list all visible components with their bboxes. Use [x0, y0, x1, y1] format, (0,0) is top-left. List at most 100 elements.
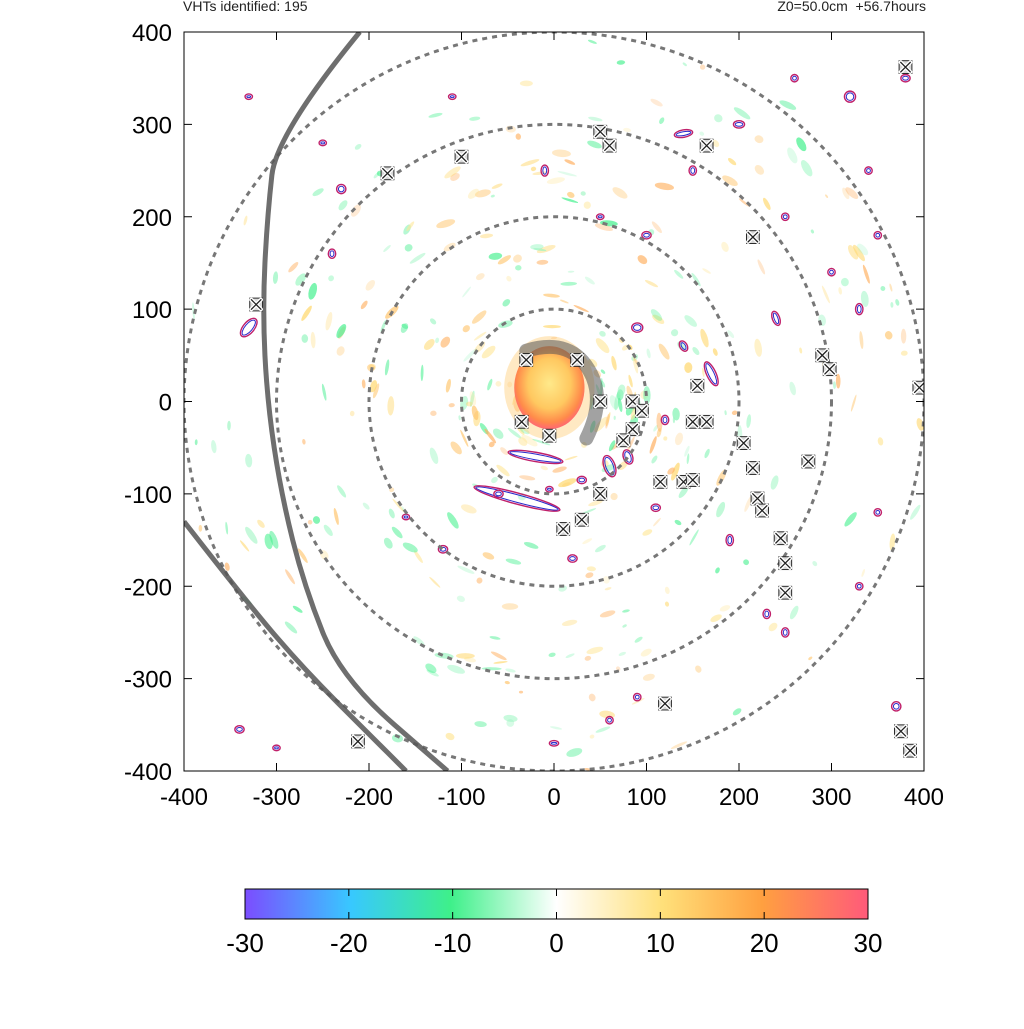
field-blob [754, 135, 764, 144]
contour-negative [675, 130, 692, 137]
contour-negative [241, 319, 256, 336]
field-blob [490, 651, 507, 661]
vht-marker [592, 485, 609, 502]
field-blob [861, 569, 865, 577]
field-blob [682, 62, 687, 67]
field-blob [689, 529, 699, 546]
field-blob [671, 329, 679, 337]
field-blob [796, 137, 807, 152]
colorbar-tick-label: -30 [226, 928, 264, 958]
contour-negative [764, 610, 770, 618]
field-blob [656, 428, 662, 438]
field-blob [490, 194, 495, 198]
field-blob [585, 572, 594, 579]
field-blob [586, 646, 604, 655]
colorbar-tick-label: -10 [434, 928, 472, 958]
contour-negative [782, 629, 788, 636]
contour-positive [688, 165, 698, 176]
y-tick-label: 0 [159, 390, 172, 417]
field-blob [699, 131, 705, 136]
field-blob [470, 390, 475, 407]
vht-marker [592, 123, 609, 140]
field-blob [308, 282, 318, 300]
contour-negative [604, 456, 615, 476]
field-blob [505, 558, 522, 565]
field-blob [684, 315, 697, 327]
field-blob [493, 661, 508, 664]
field-blob [889, 533, 896, 551]
contour-positive [401, 513, 411, 521]
field-blob [721, 241, 729, 252]
field-blob [642, 529, 653, 536]
field-blob [617, 384, 626, 396]
field-blob [559, 299, 569, 304]
field-blob [365, 279, 376, 291]
field-blob [686, 453, 690, 465]
field-blob [695, 665, 702, 673]
contour-negative [680, 342, 687, 350]
field-blob [650, 98, 663, 107]
contour-negative [624, 451, 632, 463]
field-blob [521, 434, 538, 447]
vht-marker [892, 723, 909, 740]
field-blob [543, 293, 560, 298]
contour-negative [509, 451, 562, 463]
field-blob [595, 726, 611, 733]
x-tick-label: 300 [811, 784, 851, 811]
field-blob [565, 653, 575, 658]
field-blob [812, 561, 818, 567]
field-blob [389, 487, 395, 493]
field-blob [413, 636, 425, 646]
field-blob [722, 175, 738, 186]
contour-positive [632, 692, 642, 702]
field-blob [400, 323, 409, 333]
field-blob [727, 330, 735, 339]
field-blob [810, 229, 815, 234]
field-blob [518, 690, 524, 694]
field-blob [552, 466, 567, 473]
vht-marker [744, 460, 761, 477]
field-blob [652, 314, 665, 324]
field-blob [481, 667, 502, 671]
field-blob [671, 462, 680, 481]
field-blob [448, 403, 455, 408]
field-blob [336, 346, 345, 356]
field-blob [264, 533, 273, 550]
vht-marker [772, 530, 789, 547]
field-blob [476, 577, 483, 584]
field-blob [838, 287, 843, 295]
field-blob [674, 432, 684, 446]
field-blob [564, 455, 578, 461]
y-tick-label: 300 [132, 112, 172, 139]
field-blob [536, 259, 549, 265]
field-blob [832, 381, 837, 389]
field-blob [369, 380, 378, 393]
field-blob [548, 652, 556, 657]
field-blob [530, 244, 544, 250]
track-line [184, 520, 408, 771]
field-blob [456, 653, 475, 659]
field-blob [900, 328, 907, 344]
field-blob [646, 348, 651, 359]
field-blob [609, 395, 618, 410]
field-blob [601, 24, 608, 29]
field-blob [599, 330, 606, 337]
field-blob [333, 507, 339, 526]
contour-negative [578, 477, 586, 483]
field-blob [599, 610, 616, 618]
field-blob [504, 680, 510, 685]
field-blob [670, 741, 688, 750]
field-blob [651, 221, 662, 234]
field-blob [484, 428, 497, 444]
field-blob [732, 708, 742, 716]
contour-positive [641, 230, 652, 240]
contour-negative [320, 141, 326, 145]
field-blob [770, 475, 779, 490]
colorbar-tick-label: 30 [854, 928, 883, 958]
field-blob [481, 345, 496, 359]
field-blob [900, 350, 908, 356]
field-blob [800, 160, 813, 177]
y-tick-label: -100 [124, 482, 172, 509]
field-blob [532, 438, 551, 446]
